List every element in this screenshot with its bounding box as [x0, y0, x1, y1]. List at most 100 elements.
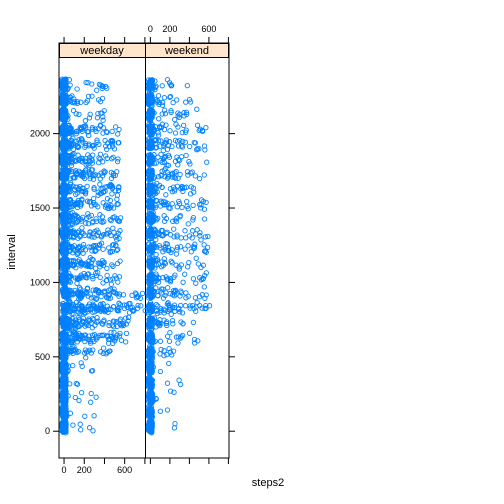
data-point	[75, 197, 81, 204]
data-point	[173, 334, 180, 340]
data-point	[170, 184, 177, 190]
data-point	[72, 229, 78, 236]
data-point	[201, 143, 208, 149]
data-point	[91, 295, 97, 301]
data-point	[148, 377, 155, 384]
data-point	[100, 200, 106, 206]
data-point	[93, 216, 99, 222]
points-weekday	[59, 76, 148, 436]
data-point	[171, 289, 178, 295]
data-point	[176, 266, 182, 272]
data-point	[182, 303, 189, 309]
data-point	[113, 318, 120, 325]
data-point	[156, 242, 163, 249]
data-point	[147, 182, 153, 188]
data-point	[100, 280, 106, 286]
data-point	[97, 181, 103, 187]
data-point	[72, 287, 78, 294]
data-point	[172, 420, 178, 427]
data-point	[116, 140, 122, 146]
data-point	[72, 213, 78, 219]
data-point	[100, 345, 107, 351]
data-point	[78, 135, 85, 142]
data-point	[179, 129, 185, 136]
data-point	[190, 217, 196, 223]
data-point	[111, 229, 117, 235]
data-point	[159, 184, 165, 191]
data-point	[71, 257, 77, 264]
data-point	[114, 201, 120, 207]
data-point	[146, 348, 152, 354]
data-point	[69, 303, 75, 310]
data-point	[104, 333, 110, 339]
data-point	[80, 188, 86, 195]
data-point	[111, 286, 117, 292]
data-point	[114, 233, 120, 239]
data-point	[67, 330, 74, 337]
data-point	[101, 332, 107, 338]
data-point	[98, 240, 105, 246]
data-point	[206, 303, 213, 309]
data-point	[59, 108, 66, 114]
data-point	[183, 152, 189, 159]
data-point	[176, 198, 182, 205]
data-point	[90, 309, 96, 315]
data-point	[146, 317, 153, 323]
data-point	[171, 302, 178, 308]
data-point	[73, 331, 79, 337]
data-point	[161, 245, 167, 251]
data-point	[163, 290, 169, 296]
data-point	[197, 175, 203, 182]
data-point	[68, 152, 75, 158]
data-point	[191, 244, 198, 250]
data-point	[148, 198, 154, 204]
data-point	[160, 274, 166, 281]
data-point	[82, 123, 88, 129]
data-point	[155, 132, 162, 138]
data-point	[155, 130, 161, 136]
data-point	[198, 205, 204, 211]
data-point	[167, 329, 173, 336]
data-point	[177, 244, 184, 250]
data-point	[100, 246, 106, 252]
data-point	[107, 348, 113, 354]
data-point	[154, 310, 160, 317]
data-point	[109, 128, 115, 135]
data-point	[104, 129, 110, 136]
data-point	[203, 292, 209, 298]
strip-weekend	[145, 43, 229, 58]
data-point	[89, 167, 96, 173]
data-point	[100, 83, 106, 90]
data-point	[76, 314, 82, 320]
data-point	[151, 257, 157, 263]
data-point	[202, 295, 208, 301]
data-point	[197, 233, 203, 239]
data-point	[178, 334, 184, 340]
data-point	[155, 303, 161, 309]
data-point	[99, 257, 106, 264]
data-point	[162, 259, 168, 266]
data-point	[63, 302, 70, 309]
data-point	[173, 218, 180, 225]
data-point	[68, 168, 75, 174]
data-point	[92, 126, 98, 132]
data-point	[161, 352, 167, 359]
data-point	[150, 183, 156, 190]
data-point	[163, 274, 169, 280]
data-point	[198, 237, 204, 243]
data-point	[99, 95, 106, 102]
data-point	[95, 334, 101, 340]
data-point	[178, 143, 185, 149]
data-point	[204, 244, 211, 251]
data-point	[199, 292, 205, 298]
data-point	[92, 172, 99, 178]
data-point	[184, 169, 191, 175]
data-point	[190, 202, 196, 209]
data-point	[173, 262, 179, 268]
data-point	[174, 215, 180, 221]
data-point	[196, 127, 202, 134]
data-point	[72, 347, 78, 353]
data-point	[182, 271, 188, 277]
data-point	[179, 183, 185, 190]
data-point	[93, 218, 100, 225]
